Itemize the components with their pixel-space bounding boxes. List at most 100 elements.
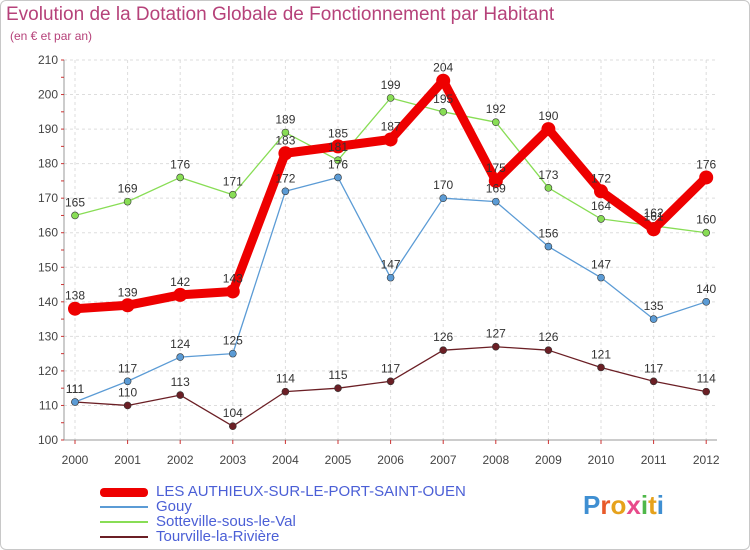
data-point: [488, 173, 503, 188]
data-point: [120, 298, 135, 313]
legend-swatch: [100, 536, 148, 538]
x-tick-label: 2003: [219, 453, 246, 467]
data-point: [176, 353, 184, 361]
data-point: [123, 377, 132, 386]
data-point: [229, 422, 237, 430]
data-label: 117: [381, 361, 400, 375]
y-tick-label: 190: [38, 122, 58, 136]
x-tick-label: 2000: [62, 453, 89, 467]
data-point: [594, 184, 608, 199]
data-label: 135: [644, 299, 664, 313]
x-tick-label: 2004: [272, 453, 299, 467]
y-tick-label: 140: [38, 295, 58, 309]
data-label: 160: [696, 213, 716, 227]
chart-title: Evolution de la Dotation Globale de Fonc…: [6, 4, 555, 25]
data-point: [649, 315, 658, 323]
chart-subtitle: (en € et par an): [10, 29, 93, 43]
data-label: 127: [486, 327, 506, 341]
data-label: 156: [538, 227, 558, 241]
data-label: 162: [644, 206, 664, 220]
data-label: 138: [65, 289, 85, 303]
data-label: 187: [381, 119, 401, 133]
data-point: [439, 194, 448, 202]
data-point: [491, 197, 500, 206]
data-label: 164: [591, 199, 611, 213]
data-point: [439, 108, 448, 116]
data-point: [176, 391, 184, 399]
data-label: 169: [118, 182, 138, 196]
x-tick-label: 2006: [377, 453, 404, 467]
data-label: 171: [223, 175, 243, 189]
data-label: 172: [275, 171, 295, 185]
y-tick-label: 120: [38, 364, 58, 378]
data-point: [386, 273, 395, 282]
data-label: 192: [486, 102, 506, 116]
data-label: 115: [328, 368, 347, 382]
data-label: 161: [644, 209, 664, 223]
data-label: 139: [118, 285, 138, 299]
data-label: 114: [276, 372, 295, 386]
x-tick-label: 2002: [167, 453, 194, 467]
data-point: [702, 228, 711, 237]
x-tick-label: 2010: [588, 453, 615, 467]
data-point: [491, 118, 500, 126]
y-tick-label: 200: [38, 88, 58, 102]
data-label: 183: [275, 133, 295, 147]
data-label: 125: [223, 334, 243, 348]
data-point: [597, 273, 605, 282]
y-tick-label: 180: [38, 157, 58, 171]
y-tick-label: 210: [38, 53, 58, 67]
data-label: 176: [170, 157, 190, 171]
data-point: [281, 187, 290, 196]
data-label: 110: [118, 385, 137, 399]
data-label: 126: [538, 330, 558, 344]
data-label: 147: [591, 258, 611, 272]
data-label: 170: [433, 178, 453, 192]
data-label: 173: [538, 168, 558, 182]
data-point: [123, 401, 132, 410]
data-label: 189: [275, 113, 295, 127]
data-point: [71, 398, 79, 406]
data-label: 113: [171, 375, 190, 389]
y-tick-label: 170: [38, 191, 58, 205]
data-point: [702, 298, 711, 306]
data-label: 111: [66, 382, 85, 396]
legend-label: Sotteville-sous-le-Val: [156, 513, 296, 530]
proxiti-logo: Proxiti: [583, 490, 664, 520]
data-point: [699, 170, 714, 185]
data-point: [229, 349, 237, 358]
data-point: [281, 387, 290, 396]
data-label: 126: [433, 330, 453, 344]
data-label: 199: [381, 78, 401, 92]
data-point: [597, 215, 605, 223]
data-label: 143: [223, 271, 243, 285]
x-tick-label: 2008: [482, 453, 509, 467]
data-label: 176: [696, 157, 716, 171]
data-point: [436, 73, 451, 88]
data-point: [702, 387, 711, 396]
y-tick-label: 130: [38, 329, 58, 343]
data-label: 195: [433, 92, 453, 106]
data-label: 172: [591, 171, 611, 185]
data-point: [544, 184, 553, 192]
data-point: [123, 197, 132, 206]
data-label: 181: [328, 140, 348, 154]
data-point: [71, 211, 79, 220]
y-tick-label: 100: [38, 433, 58, 447]
data-label: 185: [328, 126, 348, 140]
y-tick-label: 110: [39, 398, 58, 412]
data-point: [278, 146, 293, 161]
data-point: [225, 284, 240, 299]
data-point: [334, 173, 342, 182]
data-point: [386, 377, 395, 386]
data-point: [334, 156, 342, 164]
legend-swatch: [100, 506, 148, 508]
x-tick-label: 2007: [430, 453, 457, 467]
data-label: 121: [591, 347, 611, 361]
data-label: 176: [328, 157, 348, 171]
plot-area: [64, 60, 717, 440]
data-point: [597, 363, 605, 372]
data-point: [173, 287, 188, 302]
data-label: 140: [696, 282, 716, 296]
legend-swatch: [100, 521, 148, 523]
